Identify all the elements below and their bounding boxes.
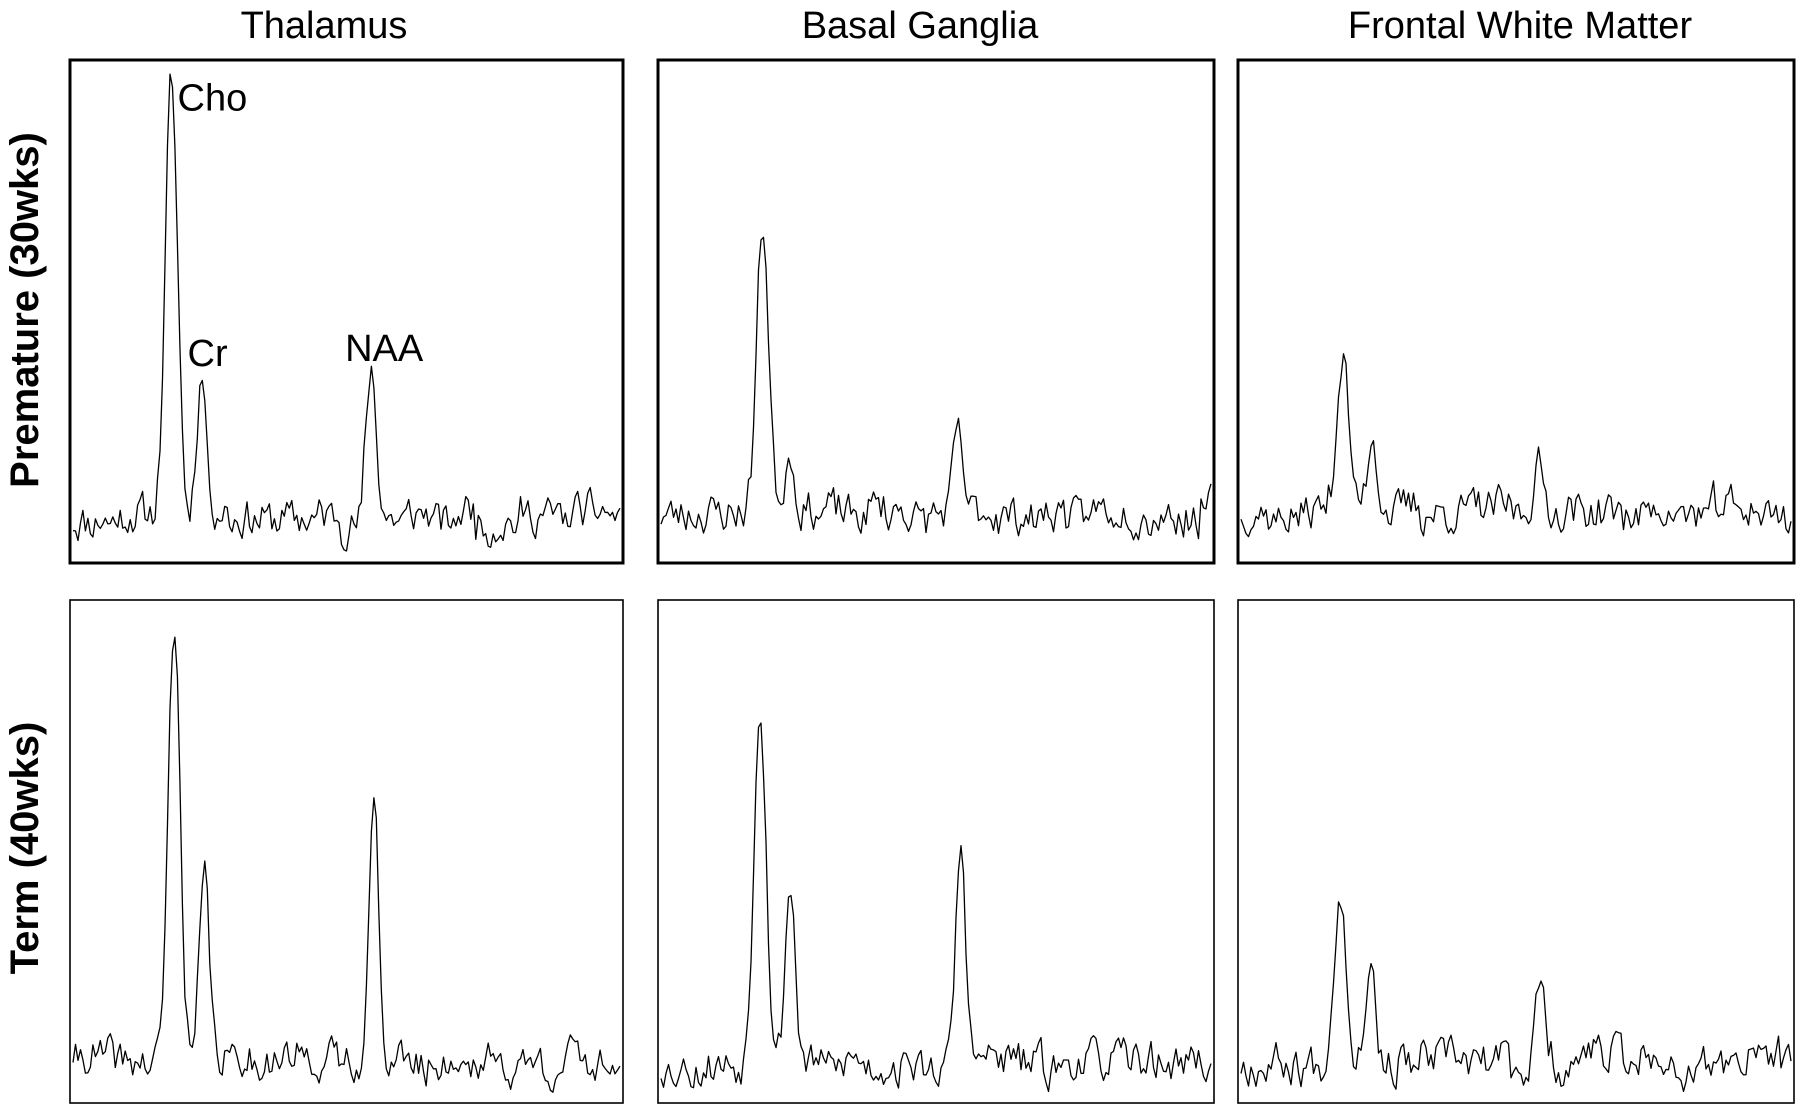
column-title-thalamus: Thalamus: [241, 5, 408, 47]
spectrum-trace-basal-ganglia-premature: [660, 236, 1212, 541]
spectrum-trace-basal-ganglia-term: [660, 722, 1212, 1093]
spectrum-trace-thalamus-term: [72, 636, 621, 1093]
panel-frame-frontal-white-matter-premature: [1236, 58, 1796, 565]
spectra-panels: Cho Cr NAA: [68, 58, 1796, 1104]
row-title-term: Term (40wks): [3, 722, 47, 975]
column-title-frontal-white-matter: Frontal White Matter: [1348, 5, 1693, 47]
panel-frame-frontal-white-matter-term: [1237, 599, 1795, 1104]
peak-label-cho: Cho: [178, 78, 248, 120]
spectrum-trace-thalamus-premature: [72, 73, 621, 552]
panel-frame-basal-ganglia-term: [657, 599, 1215, 1104]
row-title-premature: Premature (30wks): [3, 132, 47, 488]
peak-label-cr: Cr: [188, 333, 228, 375]
panel-frame-thalamus-premature: [68, 58, 625, 565]
panel-frame-basal-ganglia-premature: [656, 58, 1216, 565]
column-title-basal-ganglia: Basal Ganglia: [802, 5, 1039, 47]
spectrum-trace-frontal-white-matter-premature: [1240, 353, 1792, 538]
panel-frame-thalamus-term: [69, 599, 624, 1104]
spectrum-trace-frontal-white-matter-term: [1240, 901, 1792, 1093]
peak-label-naa: NAA: [345, 328, 424, 370]
